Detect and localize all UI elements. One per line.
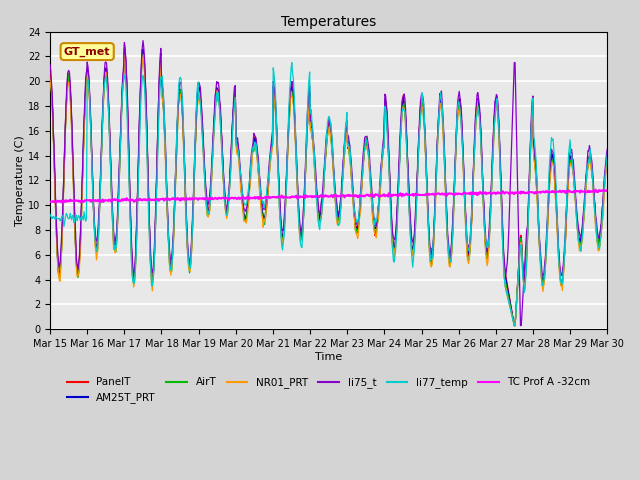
Y-axis label: Temperature (C): Temperature (C)	[15, 135, 25, 226]
X-axis label: Time: Time	[315, 352, 342, 362]
Legend: PanelT, AM25T_PRT, AirT, NR01_PRT, li75_t, li77_temp, TC Prof A -32cm: PanelT, AM25T_PRT, AirT, NR01_PRT, li75_…	[63, 373, 595, 408]
Title: Temperatures: Temperatures	[281, 15, 376, 29]
Text: GT_met: GT_met	[64, 47, 111, 57]
